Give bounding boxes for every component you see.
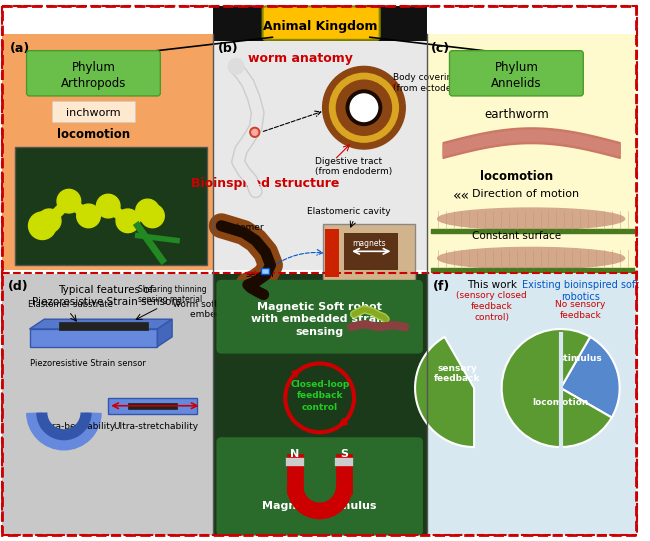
FancyBboxPatch shape: [15, 147, 207, 265]
FancyBboxPatch shape: [216, 280, 423, 354]
Text: Closed-loop
feedback
control: Closed-loop feedback control: [290, 380, 349, 412]
Circle shape: [77, 204, 100, 228]
FancyBboxPatch shape: [324, 229, 339, 277]
Text: No sensory
feedback: No sensory feedback: [555, 300, 606, 320]
FancyBboxPatch shape: [213, 34, 427, 270]
Polygon shape: [29, 319, 172, 329]
FancyBboxPatch shape: [2, 274, 213, 535]
Text: locomotion: locomotion: [480, 170, 553, 183]
Text: Elastomer substrate: Elastomer substrate: [27, 300, 112, 309]
Text: Ultra-bendability: Ultra-bendability: [40, 423, 116, 432]
Wedge shape: [415, 337, 474, 447]
Circle shape: [346, 90, 382, 126]
Text: Bioinspired structure: Bioinspired structure: [191, 176, 340, 189]
Text: Digestive tract
(from endoderm): Digestive tract (from endoderm): [315, 157, 392, 176]
Text: Direction of motion: Direction of motion: [472, 189, 579, 199]
Text: elastomer: elastomer: [218, 223, 264, 232]
Text: magnets: magnets: [352, 239, 385, 248]
Text: earthworm: earthworm: [484, 108, 549, 121]
FancyBboxPatch shape: [322, 224, 415, 282]
Text: Phylum
Annelids: Phylum Annelids: [491, 61, 541, 90]
Text: (f): (f): [433, 280, 450, 293]
Text: Phylum
Arthropods: Phylum Arthropods: [60, 61, 126, 90]
FancyBboxPatch shape: [59, 322, 148, 330]
Text: Ultra-stretchability: Ultra-stretchability: [113, 423, 198, 432]
FancyBboxPatch shape: [213, 274, 427, 535]
FancyBboxPatch shape: [128, 403, 177, 408]
Text: This work: This work: [467, 280, 517, 290]
FancyBboxPatch shape: [261, 268, 268, 274]
Text: Elastomeric cavity: Elastomeric cavity: [307, 207, 391, 216]
Ellipse shape: [437, 247, 625, 269]
Wedge shape: [502, 329, 612, 447]
Circle shape: [250, 127, 259, 137]
Wedge shape: [561, 337, 619, 418]
Text: (b): (b): [218, 42, 239, 55]
Text: inchworm: inchworm: [66, 108, 121, 117]
Circle shape: [330, 73, 398, 142]
Text: Shearing thinning
sensing material: Shearing thinning sensing material: [138, 285, 206, 305]
Text: Piezoresistive Strain sensor: Piezoresistive Strain sensor: [29, 359, 146, 367]
Circle shape: [350, 94, 378, 122]
Circle shape: [57, 189, 81, 213]
Text: Body covering
(from ectoderm): Body covering (from ectoderm): [393, 73, 468, 93]
Text: Magnetic Soft robot
with embedded strain
sensing: Magnetic Soft robot with embedded strain…: [251, 302, 388, 337]
FancyBboxPatch shape: [27, 51, 161, 96]
FancyBboxPatch shape: [108, 398, 197, 414]
Circle shape: [38, 209, 61, 233]
Circle shape: [140, 204, 164, 228]
Text: S: S: [340, 449, 348, 459]
Text: ««: ««: [452, 189, 469, 203]
Text: (sensory closed
feedback
control): (sensory closed feedback control): [456, 291, 527, 322]
Circle shape: [29, 212, 56, 240]
Text: (a): (a): [10, 42, 30, 55]
FancyBboxPatch shape: [2, 34, 213, 270]
Text: sensory
feedback: sensory feedback: [434, 364, 480, 383]
Circle shape: [116, 209, 140, 233]
Circle shape: [337, 80, 391, 135]
FancyBboxPatch shape: [427, 34, 636, 270]
Text: Constant surface: Constant surface: [472, 230, 561, 241]
FancyBboxPatch shape: [213, 6, 427, 41]
Text: locomotion: locomotion: [57, 128, 130, 141]
Text: (c): (c): [431, 42, 450, 55]
Circle shape: [96, 194, 120, 218]
Text: Magnetic stimulus: Magnetic stimulus: [263, 501, 377, 511]
Text: Typical features of
Piezoresistive Strain sensors: Typical features of Piezoresistive Strai…: [32, 285, 181, 307]
Ellipse shape: [437, 208, 625, 230]
FancyBboxPatch shape: [344, 233, 398, 270]
Text: Animal Kingdom: Animal Kingdom: [263, 19, 378, 32]
Circle shape: [228, 58, 244, 74]
FancyBboxPatch shape: [450, 51, 583, 96]
Polygon shape: [157, 319, 172, 347]
Text: worm soft robot with fully
embedded sensor: worm soft robot with fully embedded sens…: [173, 300, 289, 319]
Text: Existing bioinspired soft
robotics: Existing bioinspired soft robotics: [522, 280, 639, 302]
FancyBboxPatch shape: [52, 101, 135, 122]
Circle shape: [136, 199, 159, 223]
FancyBboxPatch shape: [263, 6, 380, 40]
FancyBboxPatch shape: [29, 329, 157, 347]
Text: (d): (d): [8, 280, 29, 293]
Circle shape: [252, 129, 257, 135]
Text: worm anatomy: worm anatomy: [248, 51, 352, 65]
Text: sensor: sensor: [246, 270, 276, 279]
Text: Sensing medium: Sensing medium: [336, 285, 411, 294]
Text: N: N: [291, 449, 300, 459]
FancyBboxPatch shape: [216, 437, 423, 536]
Circle shape: [322, 67, 405, 149]
FancyBboxPatch shape: [427, 274, 636, 535]
Text: locomotion: locomotion: [532, 398, 589, 407]
Text: stimulus: stimulus: [558, 354, 602, 363]
